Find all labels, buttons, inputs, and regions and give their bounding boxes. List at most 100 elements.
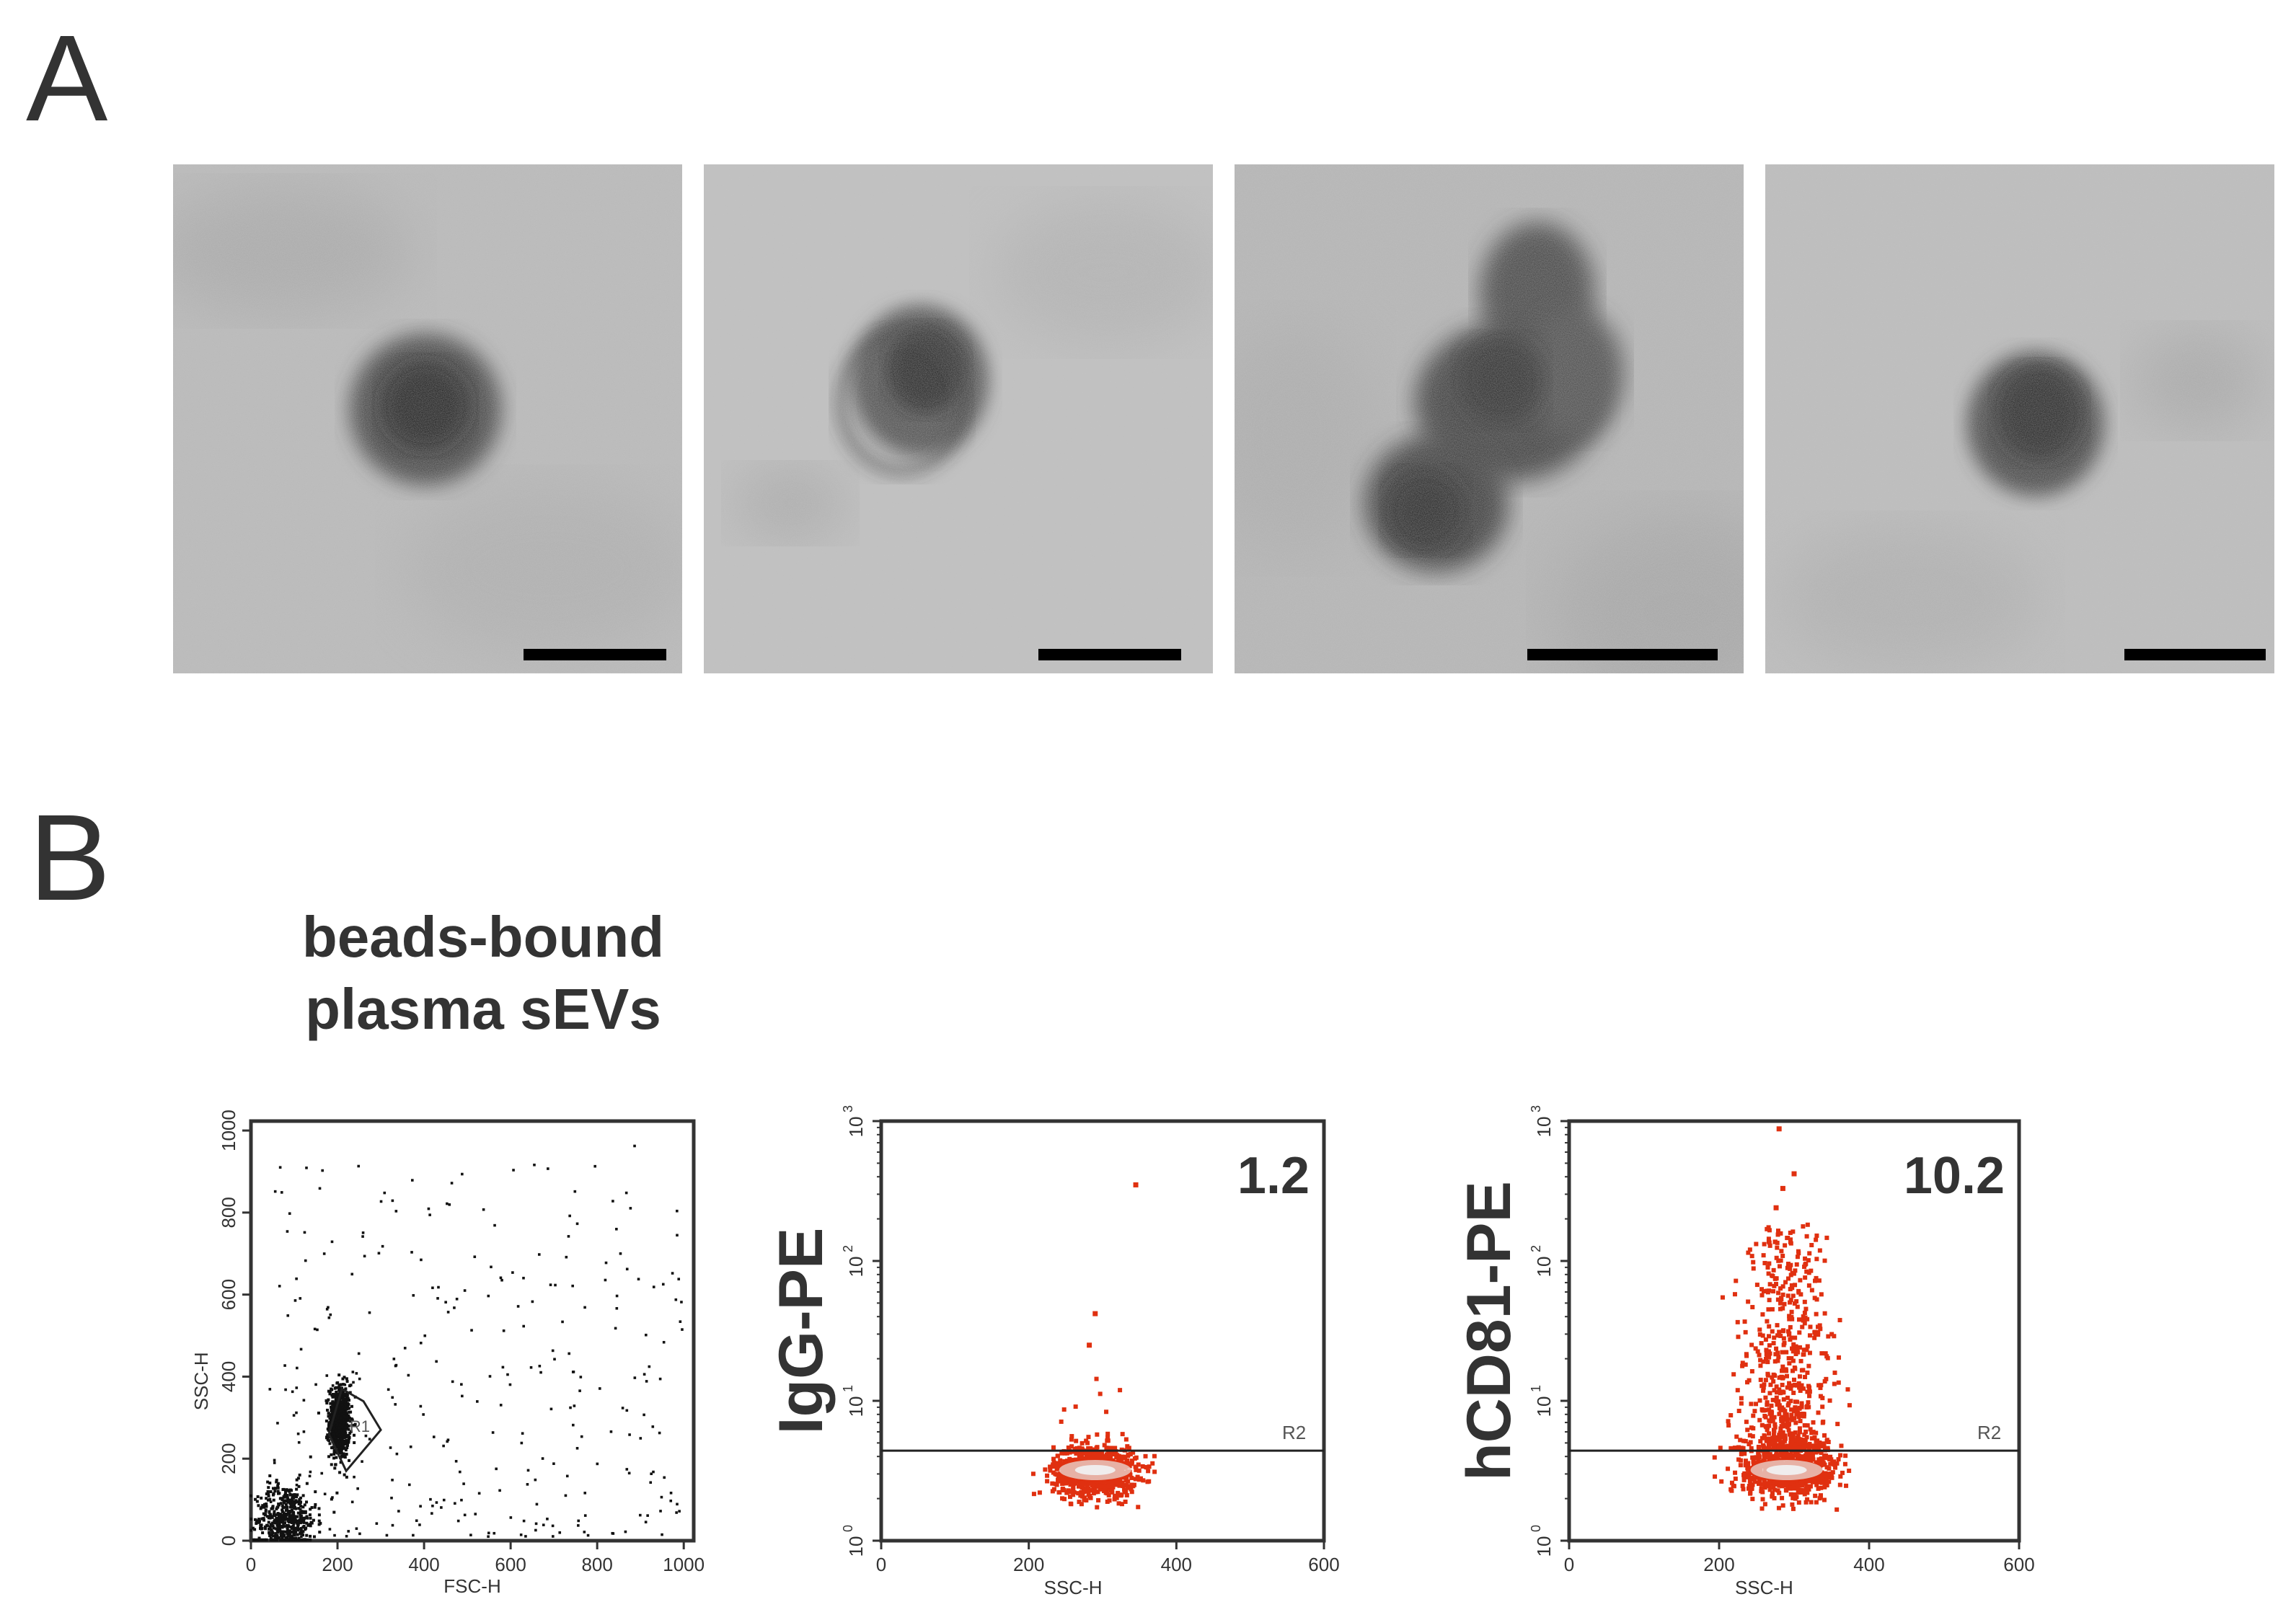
data-point (1739, 1401, 1744, 1406)
data-point (353, 1441, 356, 1445)
data-point (1064, 1459, 1069, 1464)
data-point (1105, 1491, 1110, 1496)
y-tick-exponent: 3 (841, 1105, 855, 1112)
data-point (1774, 1395, 1779, 1400)
data-point (1747, 1433, 1752, 1438)
data-point (274, 1487, 278, 1490)
scale-bar-4 (2124, 649, 2266, 660)
data-point (625, 1267, 629, 1271)
data-point (345, 1415, 348, 1419)
data-point (308, 1523, 312, 1526)
data-point (261, 1531, 265, 1535)
data-point (286, 1517, 289, 1521)
data-point (292, 1414, 296, 1417)
data-point (1095, 1451, 1100, 1456)
data-point (262, 1538, 266, 1541)
data-point (1134, 1464, 1139, 1469)
data-point (288, 1514, 291, 1518)
data-point (1814, 1237, 1819, 1242)
data-point (257, 1521, 260, 1524)
data-point (1081, 1487, 1086, 1492)
data-point (1809, 1436, 1814, 1441)
data-point (1748, 1440, 1753, 1445)
data-point (1792, 1486, 1797, 1491)
data-point (273, 1514, 277, 1518)
data-point (1770, 1438, 1775, 1443)
data-point (1762, 1481, 1767, 1486)
data-point (1051, 1445, 1056, 1450)
data-point (390, 1496, 393, 1500)
data-point (328, 1417, 332, 1420)
data-point (1806, 1400, 1811, 1405)
data-point (1778, 1301, 1783, 1306)
data-point (1767, 1482, 1772, 1487)
data-point (1792, 1348, 1797, 1353)
data-point (1790, 1417, 1795, 1422)
data-point (1827, 1398, 1832, 1403)
data-point (298, 1528, 301, 1531)
data-point (1780, 1389, 1785, 1394)
y-tick-label: 100 (841, 1525, 867, 1557)
data-point (348, 1431, 352, 1435)
data-point (301, 1516, 305, 1520)
data-point (1797, 1406, 1802, 1411)
data-point (1767, 1261, 1772, 1266)
data-point (1772, 1443, 1777, 1448)
data-point (271, 1505, 275, 1509)
data-point (284, 1502, 288, 1506)
data-point (1800, 1483, 1805, 1488)
data-point (293, 1529, 296, 1533)
data-point (264, 1527, 268, 1531)
data-point (335, 1491, 339, 1495)
data-point (1082, 1482, 1087, 1487)
data-point (1816, 1410, 1821, 1415)
data-point (1778, 1426, 1783, 1431)
data-point (1043, 1467, 1048, 1472)
data-point (1788, 1262, 1793, 1267)
data-point (446, 1202, 449, 1205)
data-point (306, 1523, 310, 1527)
data-point (1799, 1383, 1804, 1388)
data-point (1079, 1502, 1084, 1507)
data-point (609, 1430, 613, 1433)
data-point (328, 1390, 332, 1394)
data-point (1751, 1459, 1756, 1464)
y-tick-base: 10 (1533, 1117, 1555, 1138)
data-point (344, 1435, 348, 1439)
data-point (1845, 1387, 1850, 1392)
data-point (1829, 1475, 1834, 1480)
data-point (275, 1535, 279, 1539)
data-point (1822, 1446, 1827, 1451)
data-point (340, 1451, 343, 1455)
data-point (1068, 1501, 1073, 1506)
data-point (1795, 1482, 1800, 1487)
data-point (1743, 1329, 1748, 1334)
data-point (277, 1529, 281, 1533)
data-point (625, 1409, 629, 1412)
data-point (331, 1446, 335, 1449)
data-point (306, 1517, 309, 1520)
data-point (487, 1535, 490, 1539)
data-point (1767, 1343, 1772, 1348)
em-image-3 (1235, 164, 1744, 673)
data-point (1749, 1342, 1754, 1347)
data-point (1764, 1484, 1769, 1489)
data-point (1747, 1247, 1752, 1252)
data-point (1772, 1422, 1778, 1427)
data-point (319, 1521, 322, 1525)
data-point (343, 1376, 346, 1379)
data-point (1823, 1480, 1828, 1485)
data-point (1791, 1171, 1797, 1177)
data-point (338, 1471, 342, 1474)
data-point (552, 1535, 555, 1538)
data-point (289, 1537, 293, 1541)
data-point (1812, 1446, 1817, 1451)
data-point (1806, 1456, 1811, 1461)
data-point (1758, 1439, 1763, 1444)
y-tick-exponent: 3 (1529, 1105, 1543, 1112)
data-point (1106, 1484, 1111, 1489)
data-point (1089, 1488, 1094, 1493)
data-point (343, 1428, 347, 1432)
data-point (435, 1501, 438, 1504)
data-point (268, 1514, 272, 1518)
